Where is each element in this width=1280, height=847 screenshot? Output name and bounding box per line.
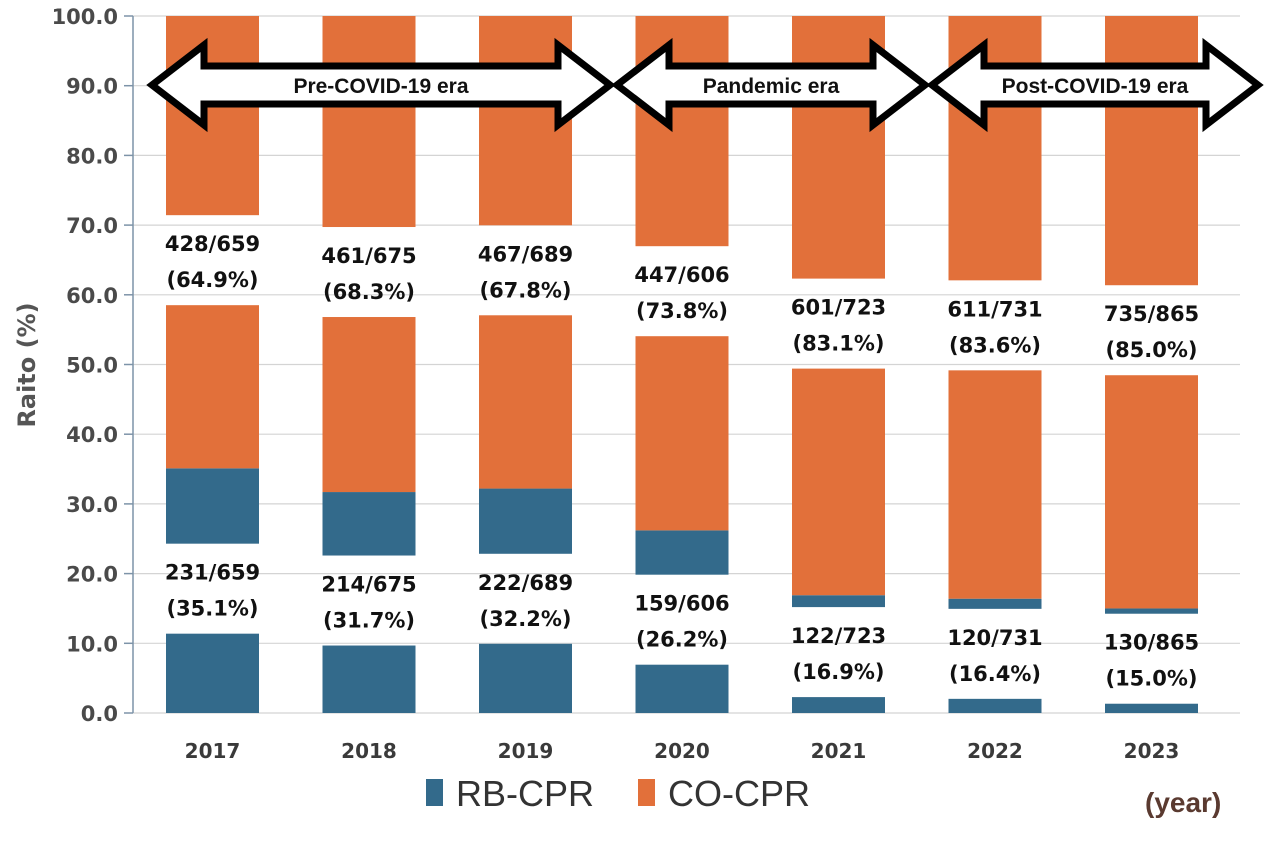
bar-segment-rb-cpr-2019 — [479, 488, 572, 554]
x-tick-label: 2019 — [498, 739, 554, 763]
data-label-rb-cpr-count: 214/675 — [321, 573, 416, 597]
data-label-co-cpr-count: 611/731 — [947, 297, 1042, 321]
legend-label-rb-cpr: RB-CPR — [456, 773, 594, 814]
bar-segment-co-cpr-2020 — [635, 336, 729, 531]
data-label-rb-cpr-count: 231/659 — [165, 561, 260, 585]
data-label-co-cpr-count: 735/865 — [1104, 302, 1199, 326]
data-label-co-cpr-count: 447/606 — [634, 263, 729, 287]
x-tick-label: 2021 — [811, 739, 867, 763]
data-label-rb-cpr-count: 130/865 — [1104, 631, 1199, 655]
y-tick-label: 50.0 — [66, 354, 118, 378]
data-label-co-cpr-count: 461/675 — [321, 244, 416, 268]
era-label: Post-COVID-19 era — [1002, 75, 1189, 98]
data-label-co-cpr-percent: (68.3%) — [323, 280, 415, 304]
data-label-rb-cpr-count: 159/606 — [634, 592, 729, 616]
bar-segment-rb-cpr-2020 — [635, 664, 729, 713]
data-label-co-cpr-percent: (73.8%) — [636, 299, 728, 323]
bar-segment-rb-cpr-2023 — [1105, 608, 1198, 614]
data-label-rb-cpr-percent: (31.7%) — [323, 609, 415, 633]
era-arrow — [611, 37, 931, 133]
data-label-rb-cpr-percent: (32.2%) — [479, 607, 571, 631]
y-tick-label: 90.0 — [66, 75, 118, 99]
bar-segment-co-cpr-2017 — [166, 305, 259, 469]
bar-segment-rb-cpr-2017 — [166, 633, 259, 713]
bar-segment-rb-cpr-2020 — [635, 530, 729, 575]
data-label-co-cpr-percent: (64.9%) — [166, 268, 258, 292]
data-label-rb-cpr-count: 122/723 — [791, 624, 886, 648]
bar-segment-rb-cpr-2023 — [1105, 703, 1198, 713]
data-label-rb-cpr-percent: (15.0%) — [1105, 667, 1197, 691]
era-arrow — [926, 37, 1264, 133]
bar-segment-rb-cpr-2017 — [166, 468, 259, 544]
bar-segment-rb-cpr-2021 — [792, 697, 885, 713]
bar-segment-co-cpr-2022 — [948, 16, 1042, 281]
x-tick-label: 2023 — [1124, 739, 1180, 763]
bar-segment-co-cpr-2018 — [322, 317, 416, 493]
x-tick-label: 2020 — [654, 739, 710, 763]
y-tick-label: 70.0 — [66, 214, 118, 238]
x-tick-label: 2017 — [185, 739, 241, 763]
bar-segment-rb-cpr-2018 — [322, 492, 416, 556]
legend-swatch-rb-cpr — [426, 779, 443, 806]
bar-segment-co-cpr-2023 — [1105, 375, 1198, 609]
data-label-rb-cpr-count: 222/689 — [478, 571, 573, 595]
x-tick-label: 2022 — [967, 739, 1023, 763]
x-axis-ticks: 2017 2018 2019 2020 2021 2022 2023 — [185, 739, 1180, 763]
bar-segment-rb-cpr-2022 — [948, 598, 1042, 609]
bar-segment-co-cpr-2018 — [322, 16, 416, 228]
y-tick-label: 0.0 — [81, 702, 118, 726]
era-label: Pandemic era — [703, 75, 840, 98]
era-label: Pre-COVID-19 era — [293, 75, 468, 98]
bar-segment-rb-cpr-2018 — [322, 645, 416, 713]
data-label-co-cpr-percent: (83.1%) — [792, 332, 884, 356]
y-tick-label: 40.0 — [66, 423, 118, 447]
bars — [166, 16, 1198, 713]
data-label-co-cpr-count: 428/659 — [165, 232, 260, 256]
bar-segment-co-cpr-2022 — [948, 370, 1042, 599]
data-label-co-cpr-count: 467/689 — [478, 242, 573, 266]
data-label-co-cpr-percent: (85.0%) — [1105, 338, 1197, 362]
data-label-rb-cpr-percent: (16.9%) — [792, 660, 884, 684]
bar-segment-rb-cpr-2019 — [479, 643, 572, 713]
bar-segment-co-cpr-2019 — [479, 315, 572, 489]
y-tick-label: 20.0 — [66, 563, 118, 587]
y-tick-label: 30.0 — [66, 493, 118, 517]
y-tick-label: 100.0 — [52, 5, 118, 29]
bar-segment-co-cpr-2021 — [792, 368, 885, 596]
x-axis-unit-label: (year) — [1145, 787, 1221, 818]
era-arrow — [146, 37, 616, 133]
bar-segment-rb-cpr-2021 — [792, 595, 885, 608]
y-axis: 0.0 10.0 20.0 30.0 40.0 50.0 60.0 70.0 80.0 90.0 1… — [52, 5, 134, 726]
bar-segment-co-cpr-2020 — [635, 16, 729, 247]
legend-swatch-co-cpr — [638, 779, 655, 806]
data-label-rb-cpr-percent: (16.4%) — [949, 662, 1041, 686]
legend-label-co-cpr: CO-CPR — [668, 773, 810, 814]
y-tick-label: 80.0 — [66, 144, 118, 168]
data-label-rb-cpr-percent: (26.2%) — [636, 628, 728, 652]
bar-segment-co-cpr-2023 — [1105, 16, 1198, 286]
bar-segment-co-cpr-2017 — [166, 16, 259, 216]
data-label-co-cpr-percent: (83.6%) — [949, 333, 1041, 357]
data-label-co-cpr-percent: (67.8%) — [479, 278, 571, 302]
data-label-rb-cpr-count: 120/731 — [947, 626, 1042, 650]
x-tick-label: 2018 — [341, 739, 397, 763]
y-tick-label: 10.0 — [66, 632, 118, 656]
y-axis-label: Raito (%) — [13, 302, 41, 427]
data-labels: 231/659 (35.1%) 428/659 (64.9%) 214/675 (31.7… — [165, 232, 1199, 691]
bar-segment-rb-cpr-2022 — [948, 698, 1042, 713]
legend: RB-CPR CO-CPR — [426, 773, 810, 814]
y-tick-label: 60.0 — [66, 284, 118, 308]
data-label-co-cpr-count: 601/723 — [791, 296, 886, 320]
data-label-rb-cpr-percent: (35.1%) — [166, 597, 258, 621]
era-arrows: Pre-COVID-19 era Pandemic era Post-COVID-1… — [146, 37, 1264, 133]
